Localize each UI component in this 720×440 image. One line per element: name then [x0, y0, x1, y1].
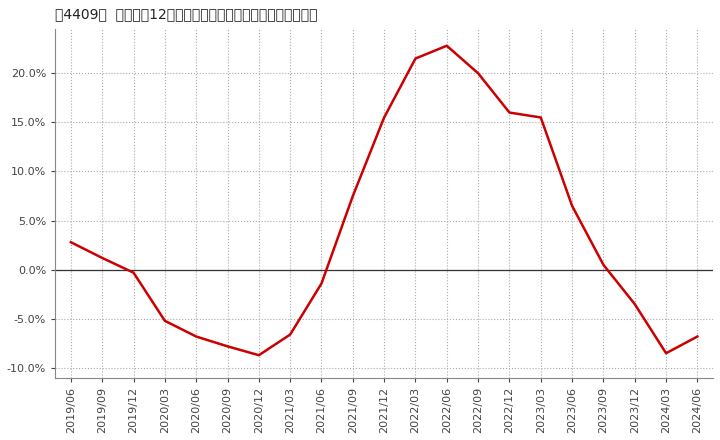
- Text: ［4409］  売上高の12か月移動合計の対前年同期増減率の推移: ［4409］ 売上高の12か月移動合計の対前年同期増減率の推移: [55, 7, 318, 21]
